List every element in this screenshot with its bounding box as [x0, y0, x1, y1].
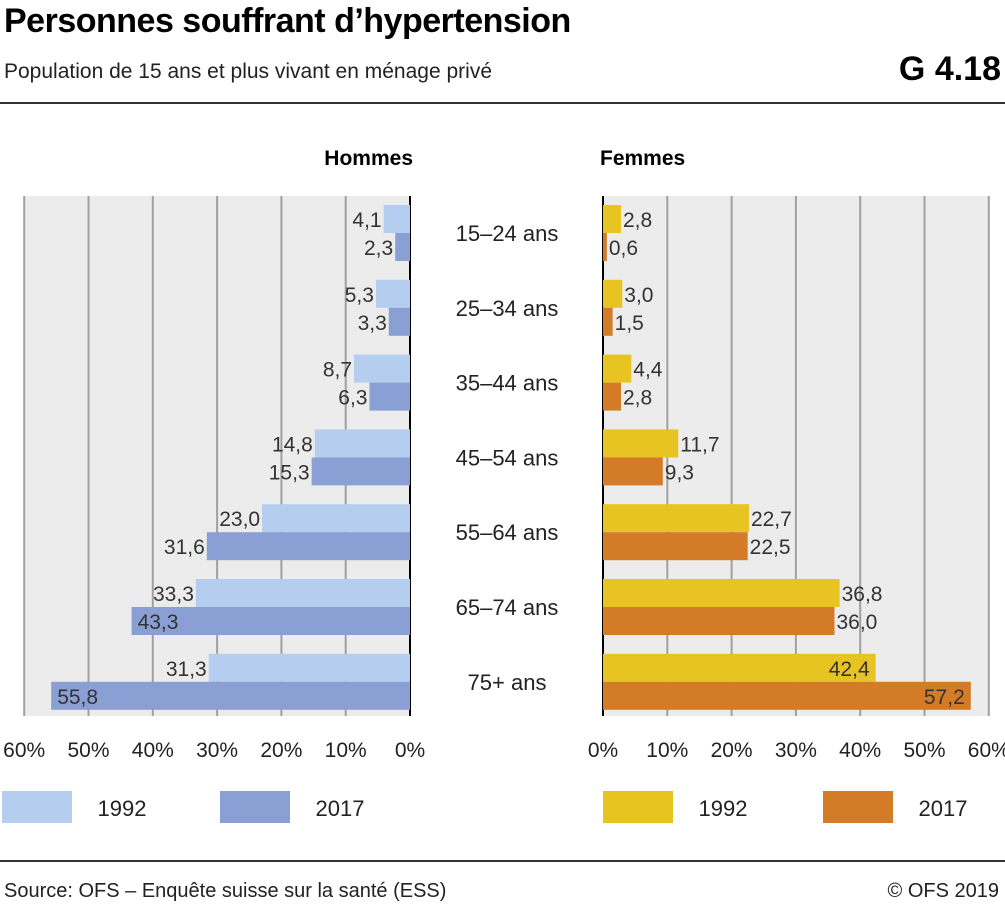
x-tick-label: 10% — [325, 739, 367, 762]
data-label: 2,3 — [364, 237, 393, 260]
legend-label-1992: 1992 — [699, 796, 748, 821]
panel-title: Hommes — [324, 147, 413, 170]
panel-hommes: Hommes 60% 50% 40% 30% 20% 10% 0% 4,1 5,3 8,7 14,8 2… — [2, 147, 425, 823]
data-label: 42,4 — [829, 658, 870, 681]
data-label: 36,8 — [842, 583, 883, 606]
x-tick-label: 20% — [711, 739, 753, 762]
bar-femmes-2017 — [603, 532, 748, 561]
data-label: 31,6 — [164, 536, 205, 559]
x-tick-label: 50% — [903, 739, 945, 762]
x-tick-label: 30% — [775, 739, 817, 762]
bar-hommes-2017 — [51, 681, 411, 710]
panel-femmes: Femmes 0% 10% 20% 30% 40% 50% 60% 2,8 3,0 4,4 11,7 2… — [588, 147, 1005, 823]
category-label: 55–64 ans — [456, 520, 559, 545]
data-label: 2,8 — [623, 387, 652, 410]
bar-femmes-2017 — [603, 681, 971, 710]
data-label: 4,4 — [633, 359, 663, 382]
data-label: 9,3 — [665, 461, 694, 484]
data-label: 22,7 — [751, 508, 792, 531]
bar-hommes-1992 — [195, 579, 410, 607]
data-label: 55,8 — [57, 686, 98, 709]
bar-hommes-2017 — [131, 607, 410, 635]
x-tick-label: 60% — [968, 739, 1005, 762]
chart-title: Personnes souffrant d’hypertension — [4, 2, 571, 40]
data-label: 4,1 — [352, 209, 381, 232]
data-label: 57,2 — [924, 686, 965, 709]
bar-femmes-1992 — [603, 579, 840, 607]
category-label: 15–24 ans — [456, 221, 559, 246]
x-tick-label: 40% — [839, 739, 881, 762]
bar-hommes-1992 — [383, 205, 410, 233]
x-tick-label: 0% — [395, 739, 425, 762]
legend-label-1992: 1992 — [98, 796, 147, 821]
legend-label-2017: 2017 — [316, 796, 365, 821]
legend-swatch-1992 — [2, 791, 72, 823]
bar-hommes-1992 — [262, 504, 410, 533]
bar-femmes-2017 — [603, 382, 622, 411]
bar-hommes-1992 — [208, 653, 410, 682]
bar-femmes-1992 — [603, 504, 749, 533]
bar-femmes-1992 — [603, 354, 632, 383]
panel-title: Femmes — [600, 147, 685, 170]
data-label: 11,7 — [680, 433, 719, 456]
bar-hommes-2017 — [369, 382, 410, 411]
bar-hommes-2017 — [311, 457, 410, 486]
x-tick-label: 40% — [132, 739, 174, 762]
category-label: 65–74 ans — [456, 595, 559, 620]
copyright-note: © OFS 2019 — [887, 880, 999, 902]
x-tick-label: 0% — [588, 739, 618, 762]
bar-femmes-1992 — [603, 429, 679, 458]
data-label: 3,3 — [358, 312, 387, 335]
x-tick-label: 10% — [646, 739, 688, 762]
data-label: 22,5 — [750, 536, 791, 559]
data-label: 3,0 — [624, 284, 653, 307]
bar-femmes-1992 — [603, 205, 622, 233]
header-rule — [0, 102, 1005, 104]
x-tick-label: 60% — [3, 739, 45, 762]
bar-femmes-1992 — [603, 653, 876, 682]
data-label: 5,3 — [345, 284, 374, 307]
data-label: 1,5 — [615, 312, 644, 335]
x-tick-label: 20% — [260, 739, 302, 762]
legend-swatch-1992 — [603, 791, 673, 823]
chart-subtitle: Population de 15 ans et plus vivant en m… — [4, 60, 492, 83]
category-label: 25–34 ans — [456, 296, 559, 321]
bar-hommes-2017 — [388, 307, 410, 336]
figure-id: G 4.18 — [898, 50, 1001, 88]
bar-femmes-2017 — [603, 307, 613, 336]
legend-swatch-2017 — [220, 791, 290, 823]
legend-label-2017: 2017 — [919, 796, 968, 821]
bar-hommes-1992 — [375, 279, 410, 308]
data-label: 36,0 — [836, 611, 877, 634]
data-label: 6,3 — [338, 387, 367, 410]
bar-hommes-2017 — [206, 532, 410, 561]
data-label: 43,3 — [138, 611, 179, 634]
data-label: 0,6 — [609, 237, 638, 260]
bar-hommes-1992 — [354, 354, 410, 383]
data-label: 23,0 — [219, 508, 260, 531]
legend-swatch-2017 — [823, 791, 893, 823]
bar-hommes-2017 — [395, 233, 410, 261]
bar-hommes-1992 — [314, 429, 410, 458]
bar-femmes-2017 — [603, 233, 607, 261]
data-label: 8,7 — [323, 359, 352, 382]
data-label: 2,8 — [623, 209, 652, 232]
source-note: Source: OFS – Enquête suisse sur la sant… — [4, 880, 447, 902]
data-label: 31,3 — [166, 658, 207, 681]
data-label: 15,3 — [269, 461, 310, 484]
x-tick-label: 30% — [196, 739, 238, 762]
population-pyramid-chart: Hommes 60% 50% 40% 30% 20% 10% 0% 4,1 5,3 8,7 14,8 2… — [2, 147, 1005, 823]
bar-femmes-2017 — [603, 457, 663, 486]
x-tick-label: 50% — [67, 739, 109, 762]
bar-femmes-1992 — [603, 279, 623, 308]
footer-rule — [0, 860, 1005, 862]
category-label: 45–54 ans — [456, 445, 559, 470]
bar-femmes-2017 — [603, 607, 835, 635]
category-label: 35–44 ans — [456, 371, 559, 396]
data-label: 33,3 — [153, 583, 194, 606]
data-label: 14,8 — [272, 433, 313, 456]
category-label: 75+ ans — [468, 670, 547, 695]
